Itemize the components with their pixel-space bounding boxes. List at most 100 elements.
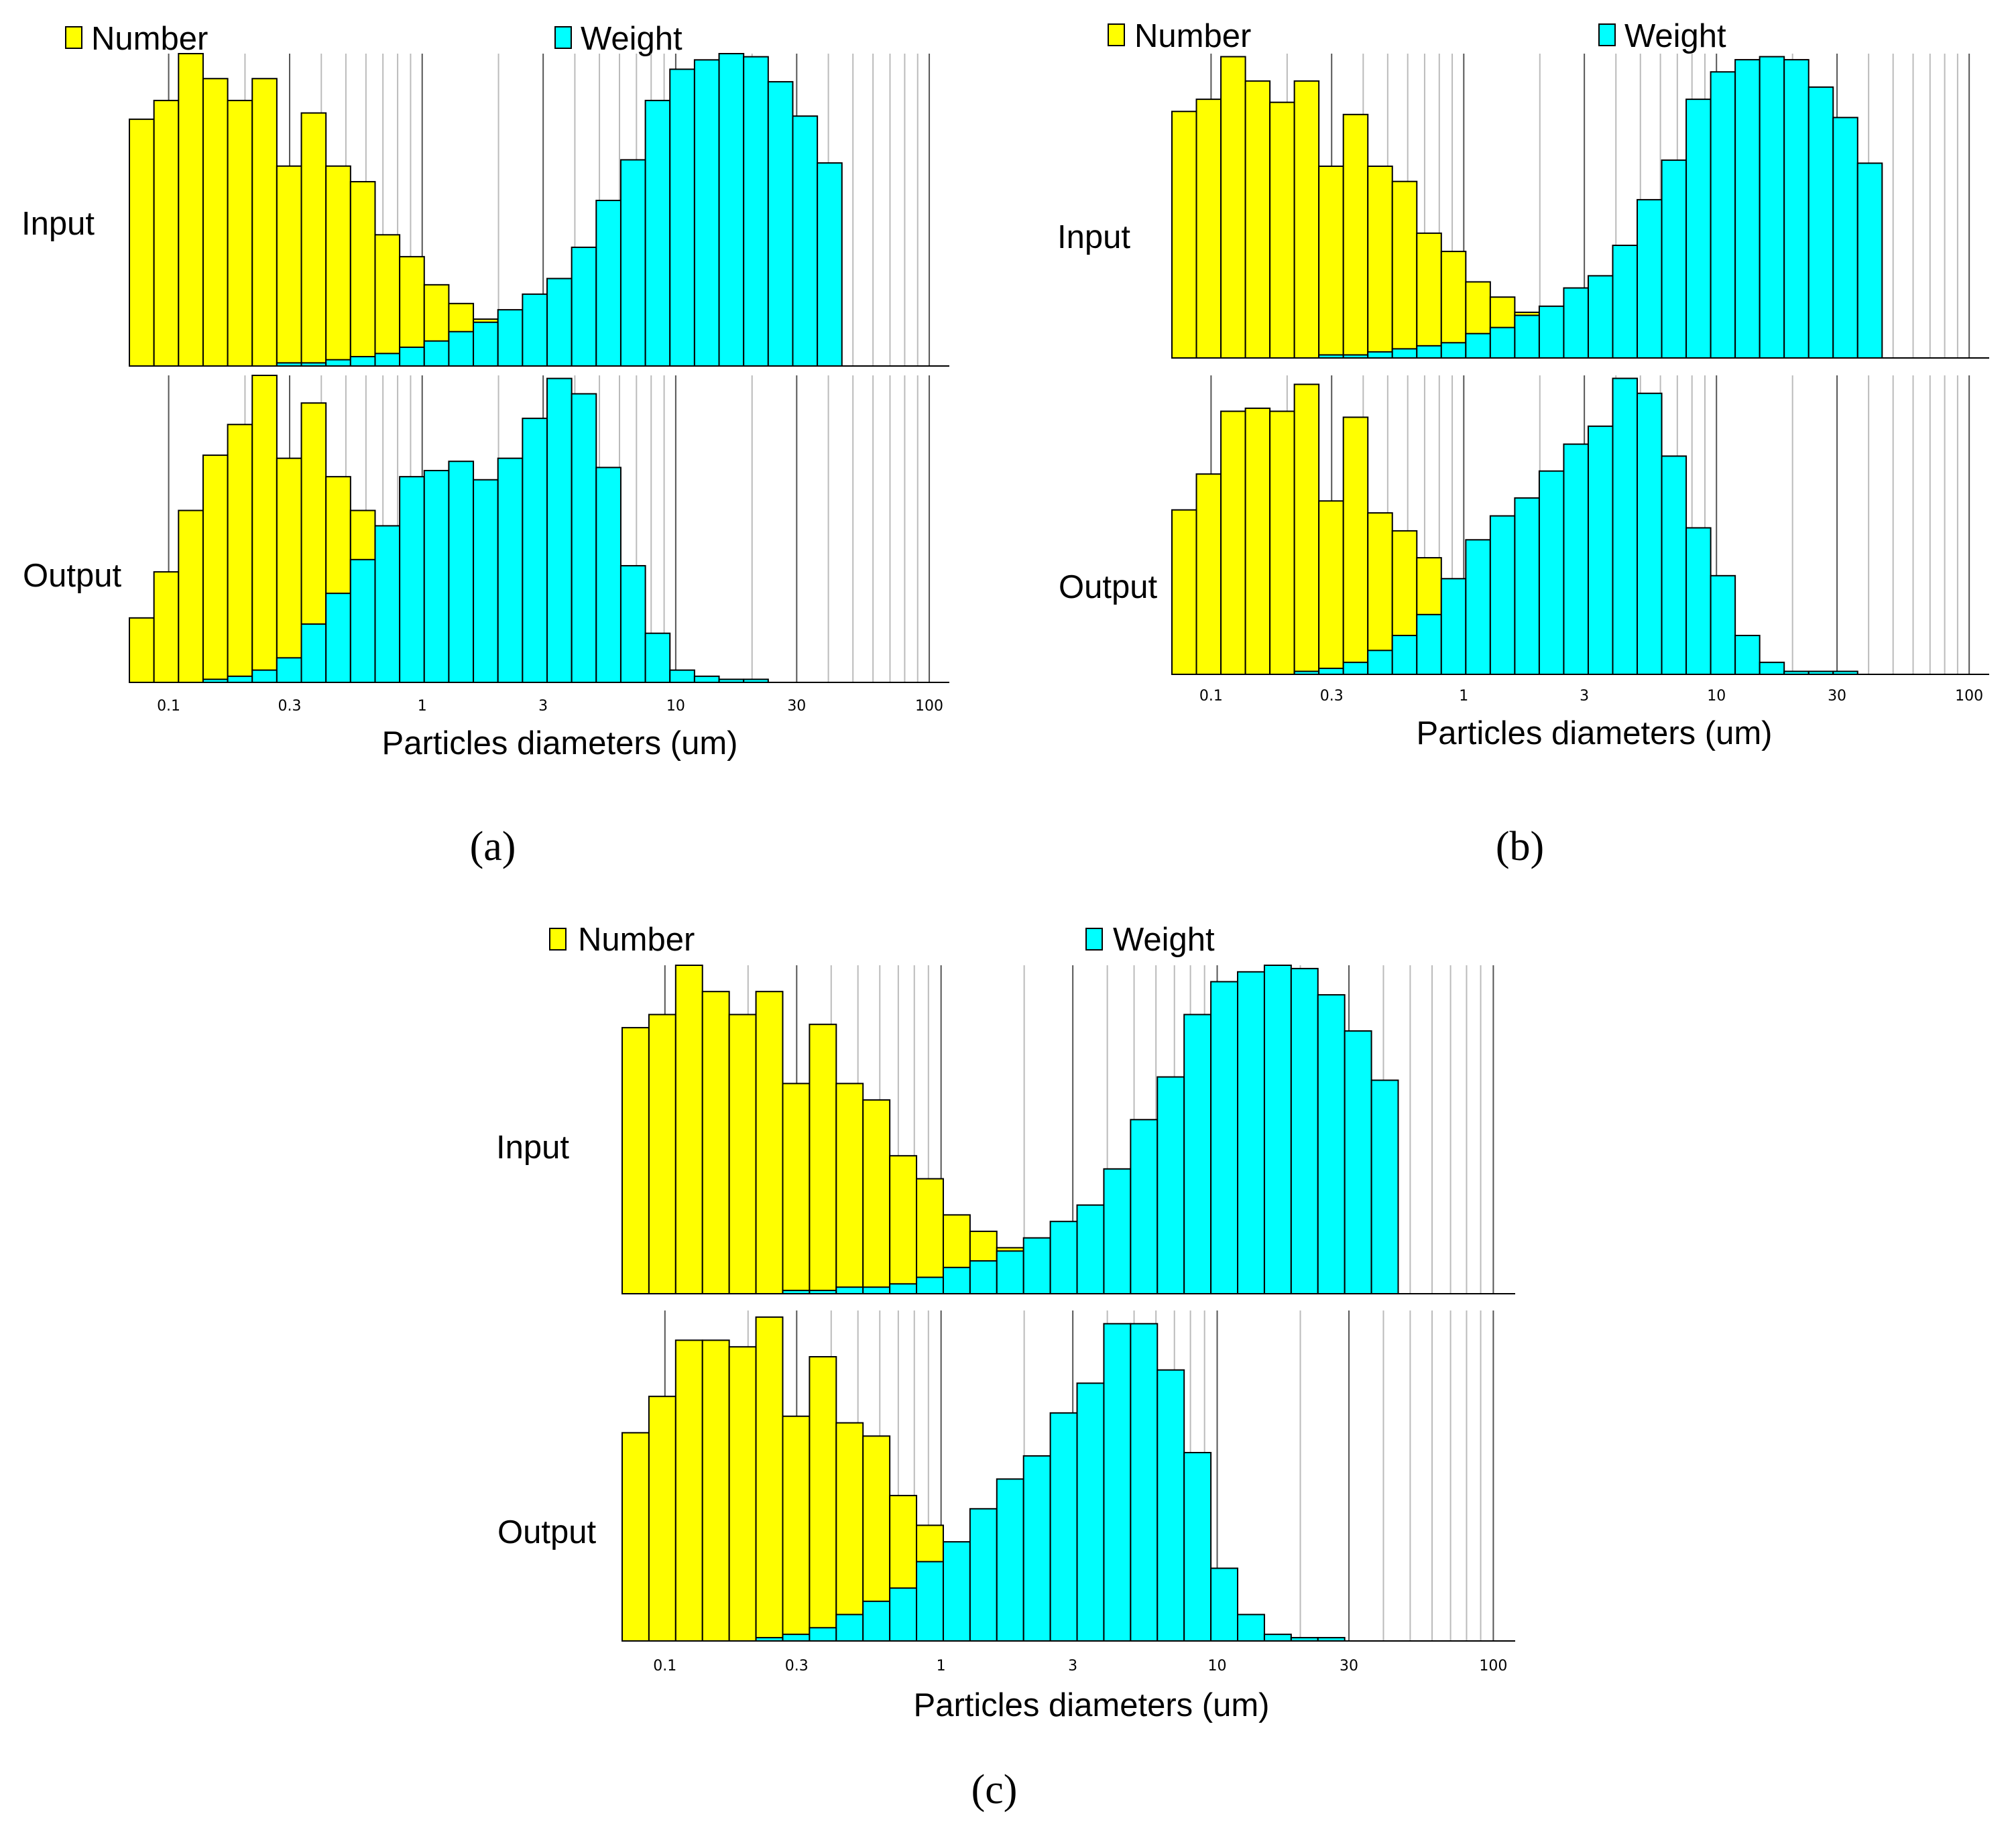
weight-bar	[916, 1276, 944, 1294]
weight-bar	[595, 200, 621, 367]
x-tick-label: 1	[1459, 688, 1468, 705]
weight-bar	[1342, 662, 1369, 675]
x-tick-label: 0.1	[653, 1658, 676, 1674]
panel-a-output-label: Output	[23, 558, 121, 594]
weight-bar	[546, 278, 573, 367]
weight-bar	[522, 293, 548, 367]
x-tick-label: 30	[1340, 1658, 1358, 1674]
number-bar	[1195, 99, 1222, 359]
x-tick-label: 10	[1707, 688, 1726, 705]
legend-number-swatch	[65, 26, 82, 49]
weight-bar	[969, 1260, 998, 1294]
x-tick-label: 1	[937, 1658, 946, 1674]
number-bar	[374, 234, 401, 367]
weight-bar	[1685, 527, 1712, 676]
weight-bar	[1049, 1221, 1078, 1294]
number-bar	[1342, 113, 1369, 359]
x-tick-label: 0.3	[785, 1658, 809, 1674]
weight-bar	[1157, 1076, 1185, 1294]
number-bar	[251, 375, 278, 683]
panel-a-input-label: Input	[21, 206, 95, 242]
weight-bar	[1832, 117, 1858, 359]
weight-bar	[1807, 86, 1834, 359]
weight-bar	[276, 657, 302, 683]
weight-bar	[1183, 1014, 1212, 1294]
legend-weight-swatch	[554, 26, 572, 49]
weight-bar	[1317, 994, 1346, 1294]
weight-bar	[1489, 326, 1516, 359]
weight-bar	[619, 564, 646, 684]
x-tick-label: 0.1	[157, 698, 180, 715]
number-bar	[1171, 111, 1197, 359]
number-bar	[1318, 165, 1344, 359]
number-bar	[202, 454, 229, 684]
panel-c-output-label: Output	[497, 1514, 596, 1550]
weight-bar	[1465, 332, 1491, 359]
weight-bar	[1290, 967, 1319, 1295]
weight-bar	[969, 1508, 998, 1642]
weight-bar	[399, 476, 425, 683]
weight-bar	[1759, 662, 1785, 675]
legend-number-label: Number	[91, 21, 208, 57]
panel-a-legend: Number Weight	[65, 21, 683, 57]
weight-bar	[1856, 162, 1883, 359]
weight-bar	[1263, 965, 1292, 1294]
number-bar	[227, 424, 253, 684]
x-tick-label: 100	[1955, 688, 1983, 705]
weight-bar	[473, 321, 499, 367]
weight-bar	[571, 393, 597, 683]
weight-bar	[996, 1478, 1024, 1642]
weight-bar	[743, 56, 769, 367]
weight-bar	[1710, 71, 1736, 359]
weight-bar	[1587, 425, 1614, 675]
weight-bar	[669, 669, 695, 683]
number-bar	[648, 1014, 676, 1294]
weight-bar	[1237, 971, 1265, 1295]
weight-bar	[809, 1627, 837, 1642]
weight-bar	[1210, 1567, 1239, 1642]
number-bar	[916, 1178, 944, 1294]
weight-bar	[669, 68, 695, 367]
number-bar	[349, 181, 376, 367]
legend-weight-swatch	[1598, 23, 1616, 46]
weight-bar	[1157, 1369, 1185, 1642]
number-bar	[728, 1346, 757, 1642]
weight-bar	[473, 479, 499, 683]
number-bar	[755, 1316, 784, 1642]
number-bar	[889, 1155, 918, 1294]
x-tick-label: 30	[787, 698, 806, 715]
weight-bar	[1734, 635, 1761, 676]
weight-bar	[1367, 351, 1393, 359]
number-bar	[129, 617, 155, 684]
weight-bar	[942, 1541, 971, 1642]
weight-bar	[1318, 668, 1344, 676]
number-bar	[782, 1415, 811, 1642]
weight-bar	[1103, 1323, 1132, 1642]
panel-c-x-ticks: 0.1 0.3 1 3 10 30 100	[653, 1658, 1507, 1674]
weight-bar	[1637, 198, 1663, 359]
number-bar	[835, 1083, 864, 1295]
weight-bar	[693, 675, 720, 684]
weight-bar	[497, 457, 524, 683]
number-bar	[621, 1027, 650, 1294]
weight-bar	[1587, 275, 1614, 359]
weight-bar	[1130, 1323, 1159, 1642]
number-bar	[153, 571, 180, 683]
number-bar	[1220, 410, 1246, 676]
panel-a-caption: (a)	[470, 824, 516, 869]
weight-bar	[767, 80, 794, 367]
number-bar	[178, 509, 204, 684]
weight-bar	[1661, 455, 1687, 675]
panel-b-legend: Number Weight	[1108, 18, 1726, 54]
weight-bar	[1370, 1079, 1399, 1294]
weight-bar	[325, 593, 351, 683]
legend-weight-label: Weight	[581, 21, 683, 57]
number-bar	[276, 457, 302, 683]
number-bar	[809, 1024, 837, 1294]
number-bar	[728, 1014, 757, 1294]
number-bar	[1367, 165, 1393, 359]
number-bar	[1269, 410, 1295, 676]
legend-weight-swatch	[1085, 928, 1103, 951]
weight-bar	[889, 1587, 918, 1642]
